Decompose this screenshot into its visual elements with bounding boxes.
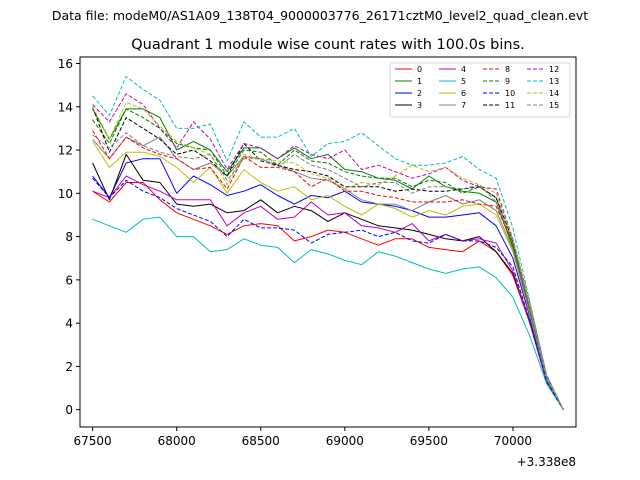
y-tick-label: 4 — [65, 317, 73, 331]
x-tick-label: 70000 — [494, 434, 532, 448]
legend-entry-9: 9 — [483, 77, 510, 86]
legend-label: 11 — [505, 101, 515, 110]
series-line-9 — [92, 108, 564, 410]
axes-frame — [79, 56, 577, 428]
legend-label: 0 — [417, 65, 422, 74]
series-line-5 — [92, 216, 564, 410]
y-tick-label: 8 — [65, 230, 73, 244]
legend-label: 10 — [505, 89, 515, 98]
legend-label: 3 — [417, 101, 422, 110]
series-line-15 — [92, 132, 564, 410]
legend-label: 5 — [461, 77, 466, 86]
legend-label: 15 — [549, 101, 559, 110]
y-tick-label: 0 — [65, 403, 73, 417]
series-line-13 — [92, 76, 564, 410]
legend-entry-15: 15 — [527, 101, 559, 110]
legend-label: 14 — [549, 89, 559, 98]
series-line-10 — [92, 177, 564, 410]
series-line-8 — [92, 130, 564, 410]
legend-entry-5: 5 — [439, 77, 466, 86]
legend-label: 7 — [461, 101, 466, 110]
x-tick-label: 68500 — [242, 434, 280, 448]
legend-label: 13 — [549, 77, 559, 86]
legend-entry-12: 12 — [527, 65, 559, 74]
y-tick-label: 6 — [65, 273, 73, 287]
x-tick-label: 69000 — [326, 434, 364, 448]
legend-label: 1 — [417, 77, 422, 86]
series-line-11 — [92, 106, 564, 410]
legend-entry-11: 11 — [483, 101, 515, 110]
x-tick-label: 69500 — [410, 434, 448, 448]
chart-title: Quadrant 1 module wise count rates with … — [131, 37, 525, 53]
y-tick-label: 14 — [58, 100, 73, 114]
legend-label: 9 — [505, 77, 510, 86]
legend-label: 4 — [461, 65, 466, 74]
x-offset-label: +3.338e8 — [517, 455, 576, 469]
series-line-12 — [92, 93, 564, 410]
series-line-7 — [92, 136, 564, 410]
legend-label: 6 — [461, 89, 466, 98]
series-line-0 — [92, 182, 564, 410]
y-tick-label: 10 — [58, 187, 73, 201]
data-file-label: Data file: modeM0/AS1A09_138T04_90000037… — [52, 8, 588, 23]
legend-frame — [389, 62, 571, 118]
y-tick-label: 12 — [58, 144, 73, 158]
series-line-4 — [92, 175, 564, 410]
x-axis: 67500 68000 68500 69000 69500 70000 — [74, 427, 532, 448]
x-tick-label: 67500 — [74, 434, 112, 448]
series-line-1 — [92, 108, 564, 410]
legend-entry-3: 3 — [395, 101, 422, 110]
legend-label: 8 — [505, 65, 510, 74]
legend-entry-14: 14 — [527, 89, 559, 98]
legend-entry-2: 2 — [395, 89, 422, 98]
legend-entry-8: 8 — [483, 65, 510, 74]
legend-entry-13: 13 — [527, 77, 559, 86]
legend-entry-6: 6 — [439, 89, 466, 98]
plot-area — [79, 56, 577, 428]
legend-entry-0: 0 — [395, 65, 422, 74]
legend-label: 12 — [549, 65, 559, 74]
x-tick-label: 68000 — [158, 434, 196, 448]
series-line-6 — [92, 141, 564, 410]
series-layer — [92, 76, 564, 410]
y-tick-label: 16 — [58, 57, 73, 71]
legend-label: 2 — [417, 89, 422, 98]
legend-entry-10: 10 — [483, 89, 515, 98]
y-axis: 0 2 4 6 8 10 12 14 16 — [58, 57, 80, 417]
legend-entry-4: 4 — [439, 65, 466, 74]
series-line-14 — [92, 101, 564, 410]
y-tick-label: 2 — [65, 360, 73, 374]
legend-entry-1: 1 — [395, 77, 422, 86]
legend-entry-7: 7 — [439, 101, 466, 110]
series-line-2 — [92, 158, 564, 410]
